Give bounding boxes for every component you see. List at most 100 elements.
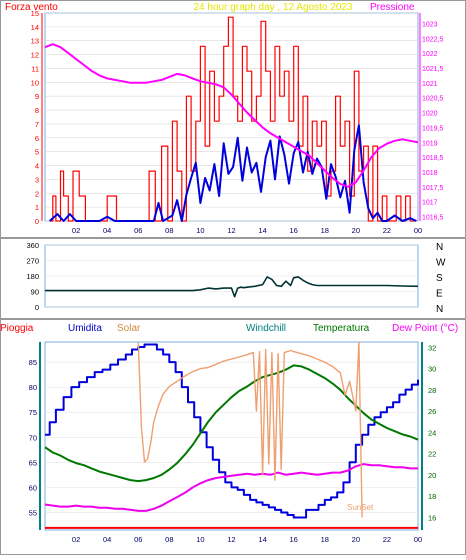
p3-right-tick-18: 18 — [428, 492, 436, 501]
p1-left-tick-9: 9 — [35, 92, 39, 101]
p1-right-tick-6: 1019,5 — [422, 125, 444, 132]
p1-x-tick-12: 12 — [227, 226, 235, 235]
p1-x-tick-06: 06 — [134, 226, 142, 235]
p1-x-tick-20: 20 — [352, 226, 360, 235]
p3-left-tick-85: 85 — [29, 358, 37, 367]
legend-dew-point-c: Dew Point (°C) — [392, 323, 458, 334]
legend-solar: Solar — [117, 323, 141, 334]
p1-left-tick-0: 0 — [35, 217, 39, 226]
p3-x-tick-10: 10 — [196, 535, 204, 544]
p2-left-tick-180: 180 — [26, 272, 39, 281]
p1-right-tick-5: 1019 — [422, 140, 438, 147]
legend-pioggia: Pioggia — [0, 323, 34, 334]
c1-series-direzione-vento-line — [45, 276, 419, 298]
p3-right-tick-22: 22 — [428, 450, 436, 459]
c0-series-vento-medio-line — [49, 124, 417, 222]
p1-right-tick-4: 1018,5 — [422, 155, 444, 162]
p2-left-tick-270: 270 — [26, 257, 39, 266]
p1-left-tick-3: 3 — [35, 175, 39, 184]
p1-right-tick-1: 1017 — [422, 200, 438, 207]
p1-left-tick-6: 6 — [35, 134, 39, 143]
legend-windchill: Windchill — [246, 323, 286, 334]
p3-left-tick-80: 80 — [29, 383, 37, 392]
p3-x-tick-16: 16 — [289, 535, 297, 544]
p2-compass-4: N — [436, 242, 443, 253]
p3-left-tick-55: 55 — [29, 508, 37, 517]
p3-right-tick-20: 20 — [428, 471, 436, 480]
p1-left-tick-2: 2 — [35, 189, 39, 198]
legend-umidita: Umidita — [68, 323, 102, 334]
p1-left-tick-15: 15 — [31, 9, 39, 18]
p3-right-tick-30: 30 — [428, 365, 436, 374]
p1-x-tick-14: 14 — [258, 226, 266, 235]
p3-x-tick-22: 22 — [383, 535, 391, 544]
p1-left-tick-8: 8 — [35, 106, 39, 115]
plot3-area — [44, 341, 419, 531]
c2-series-umidita-line — [45, 343, 419, 519]
p3-x-tick-06: 06 — [134, 535, 142, 544]
p2-compass-1: E — [436, 289, 443, 300]
p1-x-tick-04: 04 — [103, 226, 111, 235]
p3-left-tick-70: 70 — [29, 433, 37, 442]
p1-x-tick-16: 16 — [289, 226, 297, 235]
p1-left-tick-5: 5 — [35, 148, 39, 157]
legend-forza-vento: Forza vento — [5, 2, 58, 13]
p3-x-tick-12: 12 — [227, 535, 235, 544]
p1-right-tick-9: 1021 — [422, 81, 438, 88]
p1-right-tick-2: 1017,5 — [422, 185, 444, 192]
c2-series-dew-point-c-line — [44, 463, 418, 512]
p1-left-tick-1: 1 — [35, 203, 39, 212]
p3-left-tick-60: 60 — [29, 483, 37, 492]
annotation-sunset: SunSet — [347, 503, 374, 512]
c0-series-pressione-line — [44, 43, 419, 188]
p2-left-tick-0: 0 — [35, 303, 39, 312]
legend-pressione: Pressione — [370, 2, 415, 13]
c2-series-solar-line — [137, 341, 363, 518]
p1-x-tick-02: 02 — [72, 226, 80, 235]
p3-right-tick-26: 26 — [428, 407, 436, 416]
p1-right-tick-12: 1022,5 — [422, 36, 444, 43]
p2-compass-2: S — [436, 273, 443, 284]
plot1-area — [44, 12, 419, 222]
p2-compass-3: W — [436, 258, 446, 269]
p3-x-tick-02: 02 — [72, 535, 80, 544]
p1-left-tick-12: 12 — [31, 51, 39, 60]
p1-x-tick-22: 22 — [383, 226, 391, 235]
p3-right-tick-32: 32 — [428, 343, 436, 352]
p1-x-tick-08: 08 — [165, 226, 173, 235]
p3-left-tick-65: 65 — [29, 458, 37, 467]
p3-x-tick-20: 20 — [352, 535, 360, 544]
p1-right-tick-0: 1016,5 — [422, 215, 444, 222]
p1-right-tick-11: 1022 — [422, 51, 438, 58]
p1-right-tick-7: 1020 — [422, 111, 438, 118]
p3-x-tick-00: 00 — [414, 535, 422, 544]
p2-left-tick-360: 360 — [26, 241, 39, 250]
p3-right-tick-28: 28 — [428, 386, 436, 395]
p1-x-tick-10: 10 — [196, 226, 204, 235]
p3-x-tick-18: 18 — [321, 535, 329, 544]
p1-left-tick-10: 10 — [31, 78, 39, 87]
p1-left-tick-11: 11 — [31, 64, 39, 73]
p3-x-tick-08: 08 — [165, 535, 173, 544]
p1-right-tick-8: 1020,5 — [422, 96, 444, 103]
p3-right-tick-16: 16 — [428, 513, 436, 522]
chart-title: 24 hour graph day , 12 Agosto 2023 — [193, 2, 352, 13]
p3-left-tick-75: 75 — [29, 408, 37, 417]
p1-right-tick-13: 1023 — [422, 21, 438, 28]
p1-left-tick-7: 7 — [35, 120, 39, 129]
p1-right-tick-3: 1018 — [422, 170, 438, 177]
p3-right-tick-24: 24 — [428, 428, 436, 437]
p2-left-tick-90: 90 — [31, 288, 39, 297]
p1-left-tick-14: 14 — [31, 23, 39, 32]
p1-x-tick-00: 00 — [414, 226, 422, 235]
p3-x-tick-14: 14 — [258, 535, 266, 544]
p3-x-tick-04: 04 — [103, 535, 111, 544]
p1-left-tick-4: 4 — [35, 162, 39, 171]
p1-x-tick-18: 18 — [321, 226, 329, 235]
p1-right-tick-10: 1021,5 — [422, 66, 444, 73]
p1-left-tick-13: 13 — [31, 37, 39, 46]
legend-temperatura: Temperatura — [313, 323, 370, 334]
p2-compass-0: N — [436, 304, 443, 315]
